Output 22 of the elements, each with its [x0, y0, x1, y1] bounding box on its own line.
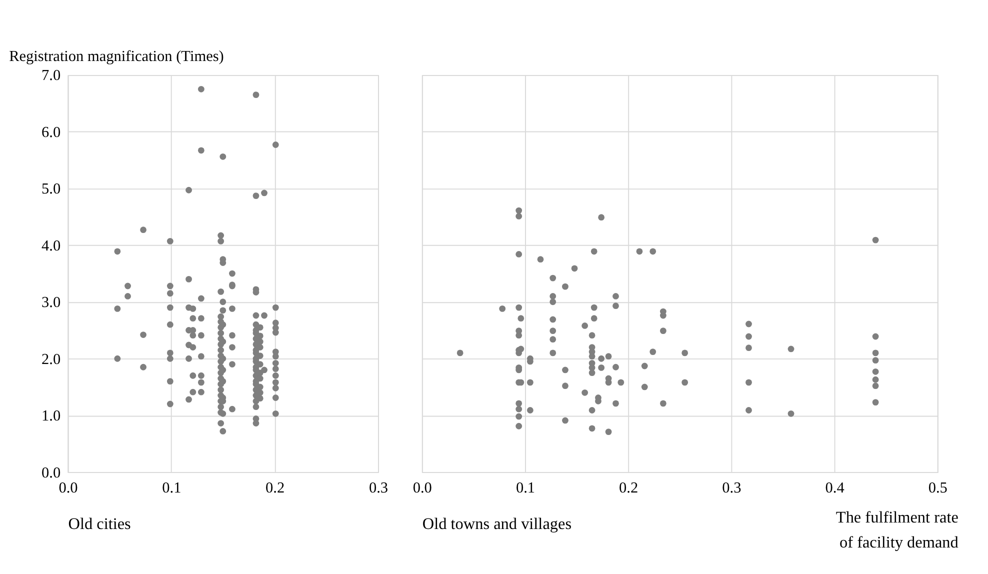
x-tick-label: 0.3	[722, 480, 742, 497]
x-axis-title: Old towns and villages	[422, 514, 572, 533]
y-tick-label: 6.0	[42, 124, 61, 141]
y-tick-label: 2.0	[42, 350, 61, 368]
x-tick-label: 0.2	[619, 480, 638, 497]
x-tick-label: 0.2	[266, 480, 285, 497]
y-axis-title: Registration magnification (Times)	[9, 48, 224, 66]
y-tick-label: 7.0	[42, 67, 61, 84]
x-tick-label: 0.3	[368, 480, 388, 497]
y-tick-label: 3.0	[42, 294, 61, 312]
x-tick-label: 0.4	[825, 480, 845, 497]
x-tick-label: 0.1	[162, 480, 182, 497]
x-tick-label: 0.0	[412, 480, 432, 497]
x-tick-label: 0.5	[928, 480, 948, 497]
y-tick-label: 0.0	[42, 464, 61, 482]
x-tick-label: 0.0	[58, 480, 78, 497]
x-tick-label: 0.1	[516, 480, 536, 497]
x-axis-title: Old cities	[68, 514, 131, 533]
y-tick-label: 1.0	[42, 408, 61, 425]
y-tick-label: 4.0	[42, 237, 61, 254]
y-tick-label: 5.0	[42, 180, 61, 198]
text: The fulfilment rate of facility demand	[836, 508, 958, 552]
